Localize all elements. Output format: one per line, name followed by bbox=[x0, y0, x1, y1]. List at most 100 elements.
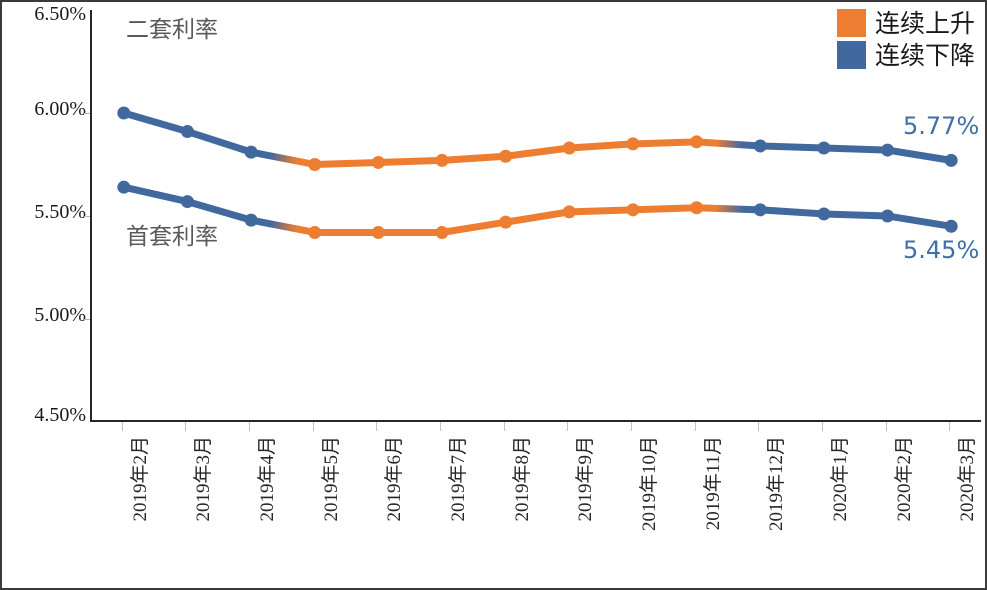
data-point[interactable] bbox=[371, 225, 385, 239]
series-segment bbox=[374, 156, 446, 166]
x-tick-label: 2020年1月 bbox=[829, 436, 851, 522]
series-segment bbox=[438, 152, 510, 164]
series-segment bbox=[820, 210, 892, 220]
x-tick-mark bbox=[567, 422, 569, 431]
x-tick-mark bbox=[694, 422, 696, 431]
legend-item-down[interactable]: 连续下降 bbox=[836, 40, 975, 70]
plot-frame bbox=[90, 10, 981, 422]
data-point[interactable] bbox=[117, 106, 131, 120]
end-value-first-home: 5.45% bbox=[903, 236, 980, 264]
end-value-second-home: 5.77% bbox=[903, 112, 980, 140]
y-tick-label-4-50: 4.50% bbox=[34, 404, 86, 426]
x-tick-mark bbox=[312, 422, 314, 431]
x-tick-label: 2019年8月 bbox=[511, 436, 533, 522]
x-tick-mark bbox=[821, 422, 823, 431]
data-point[interactable] bbox=[244, 213, 258, 227]
series-segment bbox=[438, 218, 510, 236]
data-point[interactable] bbox=[562, 141, 576, 155]
y-tick-mark-5-50 bbox=[84, 216, 91, 217]
data-point[interactable] bbox=[435, 225, 449, 239]
x-axis: 2019年2月 2019年3月 2019年4月 2019年5月 2019年6月 2019年… bbox=[90, 422, 981, 587]
data-point[interactable] bbox=[753, 203, 767, 217]
x-tick-mark bbox=[758, 422, 760, 431]
series-segment bbox=[247, 216, 319, 236]
data-point[interactable] bbox=[117, 180, 131, 194]
x-tick-label: 2019年5月 bbox=[320, 436, 342, 522]
data-point[interactable] bbox=[817, 141, 831, 155]
data-point[interactable] bbox=[690, 201, 704, 215]
series-segment bbox=[565, 140, 637, 152]
x-tick-mark bbox=[376, 422, 378, 431]
x-tick-label: 2019年4月 bbox=[257, 436, 279, 522]
legend: 连续上升 连续下降 bbox=[833, 7, 979, 72]
data-point[interactable] bbox=[817, 207, 831, 221]
series-segment bbox=[693, 204, 764, 214]
series-segment bbox=[502, 208, 573, 226]
x-tick-mark bbox=[185, 422, 187, 431]
legend-swatch-up bbox=[836, 9, 866, 37]
x-tick-label: 2019年11月 bbox=[702, 436, 724, 531]
x-tick-mark bbox=[249, 422, 251, 431]
data-point[interactable] bbox=[499, 149, 513, 163]
series-segment bbox=[629, 204, 701, 214]
data-point[interactable] bbox=[308, 158, 322, 171]
x-tick-mark bbox=[630, 422, 632, 431]
series-segment bbox=[120, 183, 191, 206]
x-tick-label: 2019年2月 bbox=[129, 436, 151, 522]
data-point[interactable] bbox=[371, 155, 385, 169]
x-tick-label: 2019年6月 bbox=[384, 436, 406, 522]
series-segment bbox=[756, 142, 828, 152]
plot-area bbox=[92, 10, 981, 420]
data-point[interactable] bbox=[244, 145, 258, 159]
data-point[interactable] bbox=[626, 203, 640, 217]
series-segment bbox=[693, 138, 764, 150]
legend-swatch-down bbox=[836, 41, 866, 69]
y-tick-label-5-50: 5.50% bbox=[34, 201, 86, 223]
data-point[interactable] bbox=[180, 125, 194, 139]
data-point[interactable] bbox=[881, 209, 895, 223]
series-segment bbox=[884, 212, 955, 230]
series-segment bbox=[565, 206, 637, 216]
data-point[interactable] bbox=[308, 225, 322, 239]
x-tick-label: 2019年3月 bbox=[193, 436, 215, 522]
x-tick-label: 2019年12月 bbox=[766, 436, 788, 532]
x-tick-mark bbox=[949, 422, 951, 431]
series-segment bbox=[502, 144, 573, 160]
series-label-second-home: 二套利率 bbox=[126, 17, 218, 43]
data-point[interactable] bbox=[180, 195, 194, 209]
legend-label-down: 连续下降 bbox=[874, 40, 975, 70]
data-point[interactable] bbox=[626, 137, 640, 151]
legend-item-up[interactable]: 连续上升 bbox=[836, 8, 975, 38]
series-first-home bbox=[117, 180, 958, 239]
x-tick-label: 2020年3月 bbox=[957, 436, 979, 522]
data-point[interactable] bbox=[944, 153, 958, 167]
y-axis: 6.50% 6.00% 5.50% 5.00% 4.50% bbox=[2, 2, 91, 432]
series-segment bbox=[183, 198, 255, 224]
series-segment bbox=[820, 144, 892, 154]
y-tick-label-6-50: 6.50% bbox=[34, 3, 86, 25]
x-tick-mark bbox=[440, 422, 442, 431]
x-tick-label: 2019年10月 bbox=[638, 436, 660, 532]
data-point[interactable] bbox=[753, 139, 767, 153]
series-segment bbox=[183, 128, 255, 156]
series-label-first-home: 首套利率 bbox=[126, 224, 218, 250]
legend-label-up: 连续上升 bbox=[874, 8, 975, 38]
series-segment bbox=[120, 109, 191, 136]
series-canvas bbox=[117, 106, 958, 239]
x-tick-label: 2019年7月 bbox=[448, 436, 470, 522]
series-segment bbox=[629, 138, 701, 148]
series-segment bbox=[247, 148, 319, 168]
data-point[interactable] bbox=[881, 143, 895, 157]
x-tick-label: 2019年9月 bbox=[575, 436, 597, 522]
x-tick-mark bbox=[503, 422, 505, 431]
data-point[interactable] bbox=[690, 135, 704, 149]
series-segment bbox=[311, 158, 382, 168]
data-point[interactable] bbox=[562, 205, 576, 219]
x-tick-mark bbox=[121, 422, 123, 431]
data-point[interactable] bbox=[499, 215, 513, 229]
y-tick-mark-5-00 bbox=[84, 319, 91, 320]
data-point[interactable] bbox=[944, 219, 958, 233]
data-point[interactable] bbox=[435, 153, 449, 167]
series-segment bbox=[756, 206, 828, 218]
